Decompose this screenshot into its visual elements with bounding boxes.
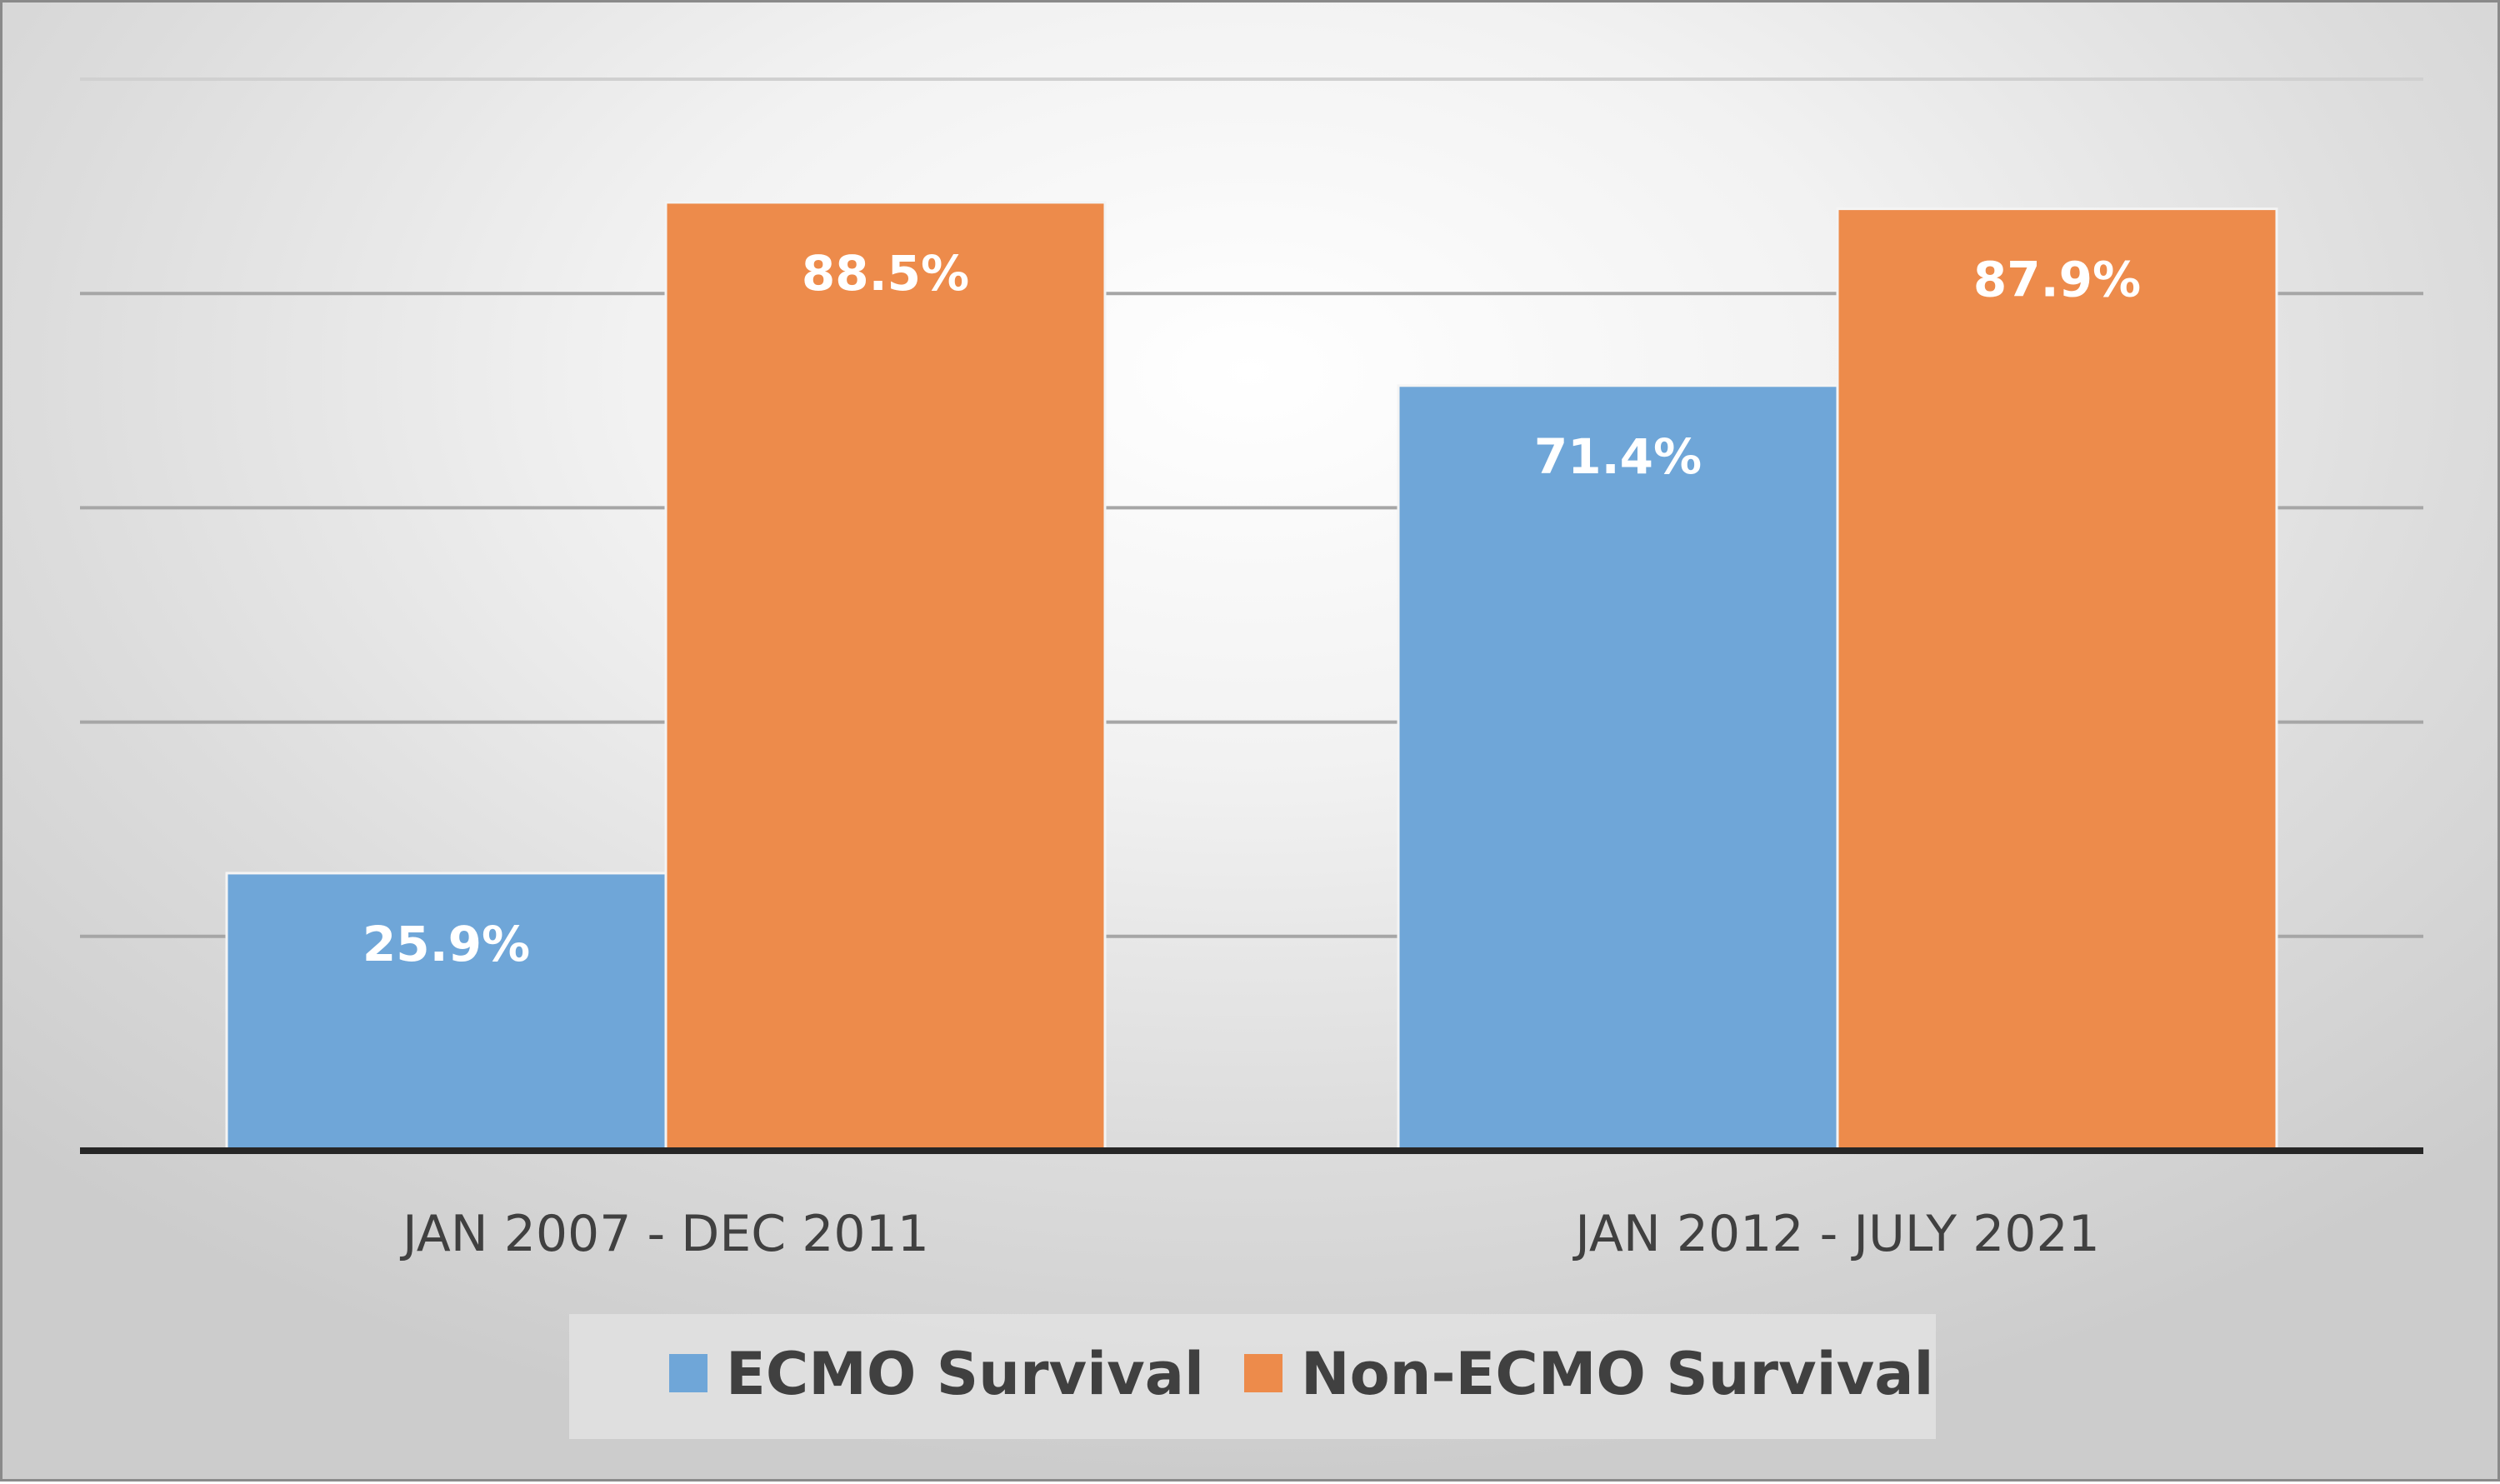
bar-non-ecmo-1 (664, 201, 1107, 1152)
bar-non-ecmo-2 (1836, 207, 2278, 1152)
bar-ecmo-2 (1397, 384, 1839, 1152)
data-label-non-ecmo-1: 88.5% (802, 245, 969, 302)
data-label-non-ecmo-2: 87.9% (1973, 252, 2141, 308)
bar-ecmo-1 (225, 872, 668, 1152)
legend: ECMO Survival Non-ECMO Survival (569, 1314, 1936, 1439)
bars: 25.9% 88.5% 71.4% 87.9% (225, 201, 2278, 1152)
category-labels: JAN 2007 - DEC 2011 JAN 2012 - JULY 2021 (399, 1205, 2100, 1263)
data-label-ecmo-2: 71.4% (1534, 428, 1702, 485)
category-label-2: JAN 2012 - JULY 2021 (1572, 1205, 2100, 1263)
legend-label-non-ecmo: Non-ECMO Survival (1301, 1340, 1934, 1408)
category-label-1: JAN 2007 - DEC 2011 (399, 1205, 929, 1263)
legend-swatch-non-ecmo (1244, 1354, 1282, 1392)
legend-swatch-ecmo (669, 1354, 708, 1392)
legend-label-ecmo: ECMO Survival (726, 1340, 1204, 1408)
data-label-ecmo-1: 25.9% (362, 916, 530, 972)
